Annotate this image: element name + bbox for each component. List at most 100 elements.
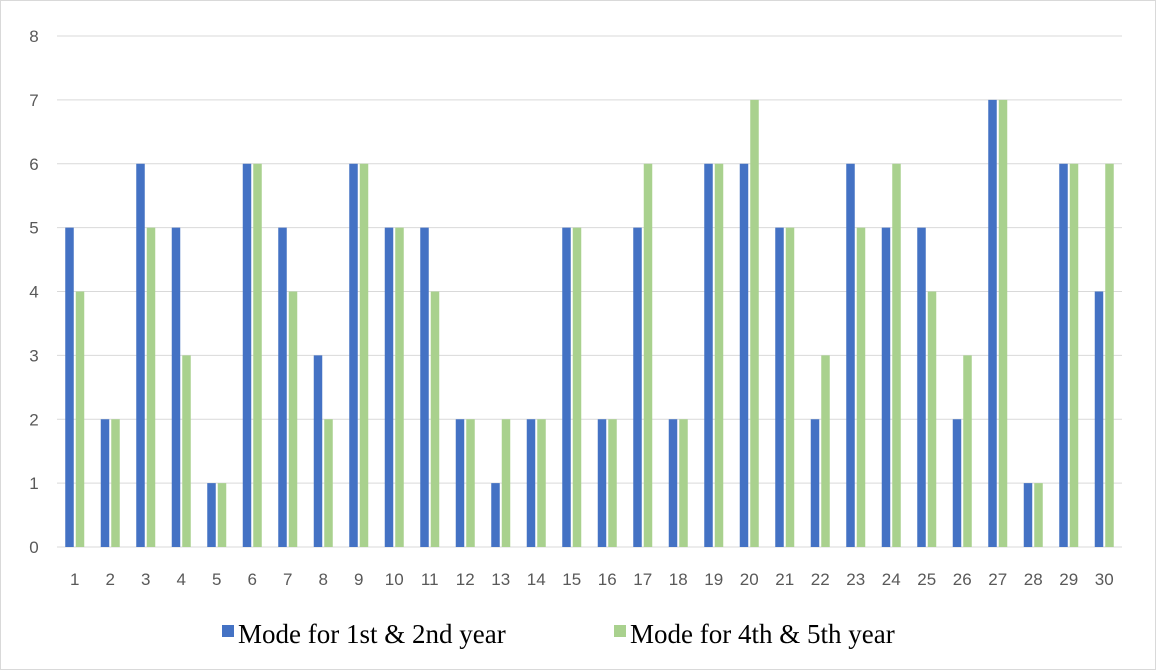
bar-mode-1st-2nd-year [384, 227, 394, 547]
x-tick-label: 20 [740, 570, 759, 589]
bar-mode-1st-2nd-year [810, 419, 820, 547]
bar-mode-4th-5th-year [395, 227, 404, 547]
x-tick-label: 26 [953, 570, 972, 589]
x-tick-label: 29 [1059, 570, 1078, 589]
bar-mode-1st-2nd-year [1059, 163, 1068, 547]
bar-mode-1st-2nd-year [952, 419, 962, 547]
bar-mode-1st-2nd-year [242, 163, 252, 547]
x-tick-label: 18 [669, 570, 688, 589]
x-tick-label: 13 [491, 570, 510, 589]
bar-mode-1st-2nd-year [988, 99, 997, 547]
y-tick-label: 7 [29, 91, 38, 110]
bar-mode-4th-5th-year [324, 419, 333, 547]
bar-mode-1st-2nd-year [420, 227, 429, 547]
x-tick-label: 15 [562, 570, 581, 589]
bar-mode-4th-5th-year [714, 163, 724, 547]
y-axis-ticks: 0 1 2 3 4 5 6 7 8 [29, 27, 38, 557]
x-tick-label: 10 [385, 570, 404, 589]
y-tick-label: 2 [29, 410, 38, 429]
y-tick-label: 4 [29, 283, 38, 302]
x-tick-label: 19 [704, 570, 723, 589]
gridlines [57, 35, 1122, 548]
bars [65, 99, 1114, 547]
legend-label: Mode for 1st & 2nd year [238, 619, 506, 649]
y-tick-label: 1 [29, 474, 38, 493]
bar-mode-4th-5th-year [892, 163, 901, 547]
x-tick-label: 23 [846, 570, 865, 589]
bar-mode-4th-5th-year [927, 291, 937, 547]
bar-mode-4th-5th-year [998, 99, 1008, 547]
bar-mode-1st-2nd-year [349, 163, 358, 547]
bar-mode-1st-2nd-year [597, 419, 607, 547]
x-tick-label: 25 [917, 570, 936, 589]
x-tick-label: 7 [283, 570, 292, 589]
x-tick-label: 30 [1095, 570, 1114, 589]
x-tick-label: 16 [598, 570, 617, 589]
bar-mode-4th-5th-year [679, 419, 688, 547]
y-tick-label: 3 [29, 346, 38, 365]
bar-mode-4th-5th-year [501, 419, 511, 547]
bar-mode-4th-5th-year [75, 291, 85, 547]
bar-mode-4th-5th-year [217, 483, 227, 547]
x-axis-ticks: 1 2 3 4 5 6 7 8 9 10 11 12 13 14 15 16 17 18 19 20 21 22 23 24 2… [70, 570, 1114, 589]
bar-mode-4th-5th-year [821, 355, 830, 547]
bar-mode-4th-5th-year [359, 163, 369, 547]
bar-mode-1st-2nd-year [1094, 291, 1104, 547]
bar-mode-4th-5th-year [963, 355, 972, 547]
bar-mode-4th-5th-year [608, 419, 617, 547]
bar-mode-4th-5th-year [430, 291, 440, 547]
x-tick-label: 6 [248, 570, 257, 589]
x-tick-label: 28 [1024, 570, 1043, 589]
bar-mode-4th-5th-year [1069, 163, 1079, 547]
bar-mode-1st-2nd-year [136, 163, 145, 547]
y-tick-label: 6 [29, 155, 38, 174]
x-tick-label: 5 [212, 570, 221, 589]
bar-mode-4th-5th-year [537, 419, 546, 547]
bar-mode-1st-2nd-year [491, 483, 500, 547]
bar-mode-4th-5th-year [253, 163, 262, 547]
bar-mode-1st-2nd-year [455, 419, 465, 547]
bar-mode-1st-2nd-year [739, 163, 749, 547]
legend-swatch [614, 625, 626, 637]
x-tick-label: 9 [354, 570, 363, 589]
bar-mode-1st-2nd-year [100, 419, 110, 547]
bar-mode-4th-5th-year [785, 227, 795, 547]
bar-mode-1st-2nd-year [1023, 483, 1033, 547]
bar-mode-4th-5th-year [643, 163, 653, 547]
bar-mode-4th-5th-year [111, 419, 120, 547]
bar-mode-4th-5th-year [1034, 483, 1043, 547]
bar-mode-1st-2nd-year [846, 163, 855, 547]
legend: Mode for 1st & 2nd year Mode for 4th & 5t… [222, 619, 895, 649]
bar-mode-4th-5th-year [466, 419, 475, 547]
bar-mode-4th-5th-year [288, 291, 298, 547]
bar-mode-4th-5th-year [146, 227, 156, 547]
bar-mode-1st-2nd-year [65, 227, 74, 547]
x-tick-label: 4 [177, 570, 186, 589]
bar-mode-1st-2nd-year [917, 227, 926, 547]
y-tick-label: 0 [29, 538, 38, 557]
x-tick-label: 14 [527, 570, 546, 589]
bar-mode-1st-2nd-year [171, 227, 181, 547]
x-tick-label: 22 [811, 570, 830, 589]
x-tick-label: 2 [106, 570, 115, 589]
x-tick-label: 27 [988, 570, 1007, 589]
y-tick-label: 8 [29, 27, 38, 46]
bar-mode-1st-2nd-year [668, 419, 678, 547]
bar-mode-1st-2nd-year [633, 227, 642, 547]
x-tick-label: 21 [775, 570, 794, 589]
x-tick-label: 8 [319, 570, 328, 589]
x-tick-label: 11 [421, 570, 439, 589]
y-tick-label: 5 [29, 219, 38, 238]
bar-mode-4th-5th-year [750, 99, 759, 547]
bar-mode-1st-2nd-year [704, 163, 713, 547]
bar-mode-4th-5th-year [572, 227, 582, 547]
bar-mode-4th-5th-year [856, 227, 866, 547]
x-tick-label: 12 [456, 570, 475, 589]
bar-mode-1st-2nd-year [526, 419, 536, 547]
legend-swatch [222, 625, 234, 637]
bar-mode-1st-2nd-year [881, 227, 891, 547]
bar-mode-1st-2nd-year [207, 483, 216, 547]
x-tick-label: 1 [70, 570, 79, 589]
bar-mode-1st-2nd-year [775, 227, 784, 547]
